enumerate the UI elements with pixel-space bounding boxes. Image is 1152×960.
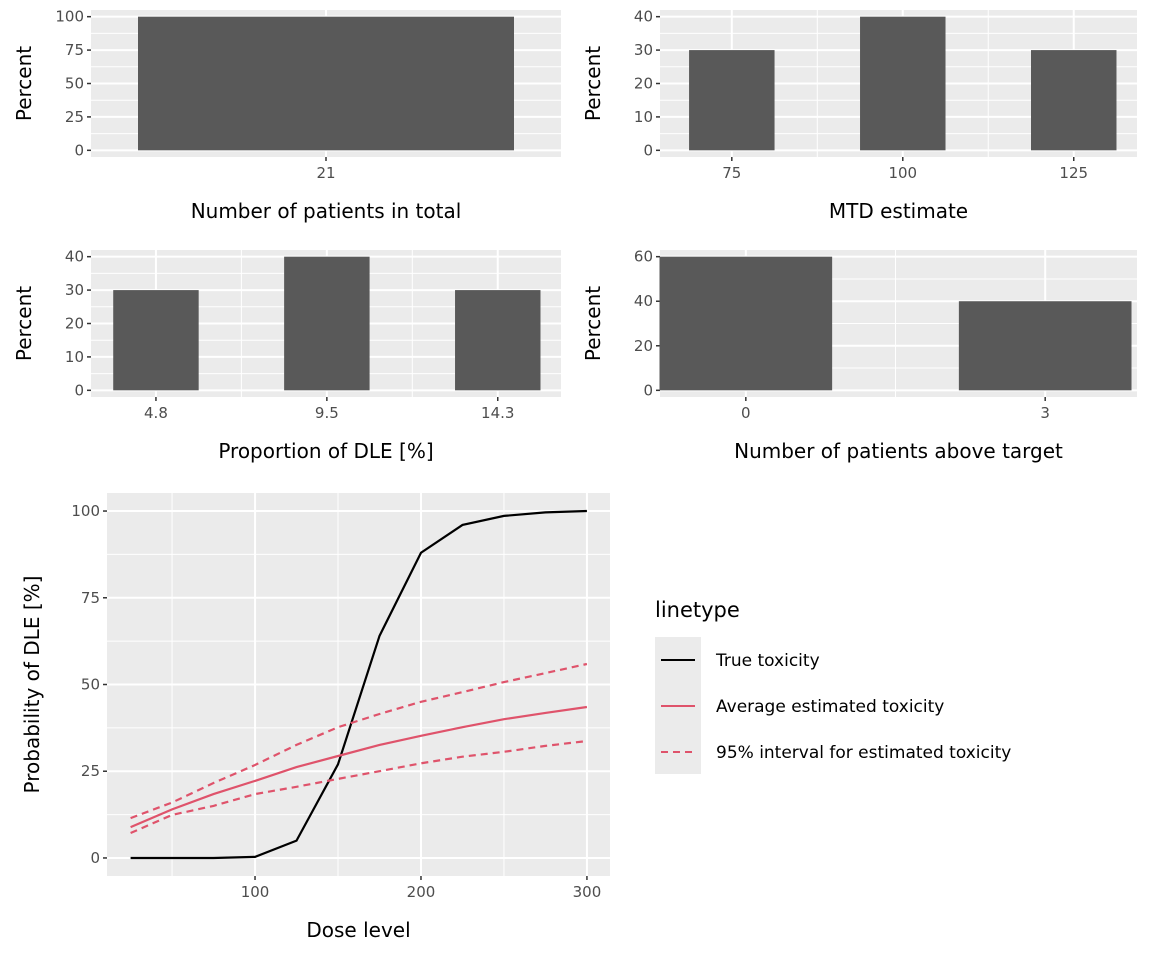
y-tick-label: 50 [65,75,84,93]
y-tick-label: 100 [71,502,100,520]
bar-3 [958,301,1132,391]
y-tick-label: 50 [81,676,100,694]
y-tick-label: 100 [55,8,84,26]
bar-4.8 [113,290,199,391]
x-tick-label: 100 [888,164,917,182]
x-tick-label: 21 [316,164,335,182]
series-line-0 [130,509,587,860]
legend-label-true: True toxicity [715,651,820,671]
y-tick-label: 0 [643,141,653,159]
y-axis-title: Percent [581,286,605,361]
legend: linetype True toxicity Average estimated… [655,598,1011,774]
y-tick-label: 40 [65,248,84,266]
y-tick-label: 25 [65,108,84,126]
x-axis-title: Dose level [306,918,410,942]
y-tick-label: 75 [81,589,100,607]
y-tick-label: 10 [634,108,653,126]
y-tick-label: 20 [634,337,653,355]
y-tick-label: 75 [65,41,84,59]
x-tick-label: 9.5 [315,404,339,422]
x-axis-title: MTD estimate [829,199,968,223]
y-axis-title: Percent [581,46,605,121]
panel-0: 0 25 50 75 100 21 Number of patients in total P… [12,8,561,223]
y-tick-label: 0 [643,381,653,399]
bar-9.5 [284,256,370,391]
y-tick-label: 60 [634,248,653,266]
y-tick-label: 20 [65,315,84,333]
x-axis-title: Proportion of DLE [%] [218,439,433,463]
bar-75 [689,50,775,151]
y-tick-label: 25 [81,762,100,780]
y-axis-title: Percent [12,286,36,361]
y-tick-label: 40 [634,292,653,310]
y-axis-title: Percent [12,46,36,121]
panel-1: 0 10 20 30 40 75 100 125 MTD estimate Percent [581,8,1137,223]
x-tick-label: 125 [1059,164,1088,182]
bar-14.3 [455,290,541,391]
series-line-3 [130,739,588,835]
x-tick-label: 300 [573,883,602,901]
x-tick-label: 200 [407,883,436,901]
panel-3: 0 20 40 60 0 3 Number of patients above target… [581,248,1137,463]
x-axis-title: Number of patients above target [734,439,1063,463]
x-tick-label: 75 [722,164,741,182]
y-tick-label: 30 [65,281,84,299]
y-tick-label: 30 [634,41,653,59]
y-tick-label: 20 [634,75,653,93]
y-tick-label: 0 [90,849,100,867]
panel-2: 0 10 20 30 40 4.8 9.5 14.3 Proportion of DLE [%]… [12,248,561,463]
y-tick-label: 10 [65,348,84,366]
x-tick-label: 3 [1040,404,1050,422]
series-line-1 [130,705,588,829]
bar-0 [659,256,833,391]
y-tick-label: 40 [634,8,653,26]
legend-title: linetype [655,598,740,622]
bar-100 [860,16,946,151]
y-tick-label: 0 [74,381,84,399]
x-tick-label: 14.3 [481,404,514,422]
panel-4: 0 25 50 75 100 100 200 300 Dose level Probability… [20,493,610,942]
y-axis-title: Probability of DLE [%] [20,576,44,794]
bar-21 [138,16,514,151]
x-tick-label: 4.8 [144,404,168,422]
x-tick-label: 0 [741,404,751,422]
y-tick-label: 0 [74,141,84,159]
bar-125 [1031,50,1117,151]
x-axis-title: Number of patients in total [191,199,462,223]
legend-label-interval: 95% interval for estimated toxicity [716,743,1011,763]
legend-label-average: Average estimated toxicity [716,697,944,717]
x-tick-label: 100 [241,883,270,901]
